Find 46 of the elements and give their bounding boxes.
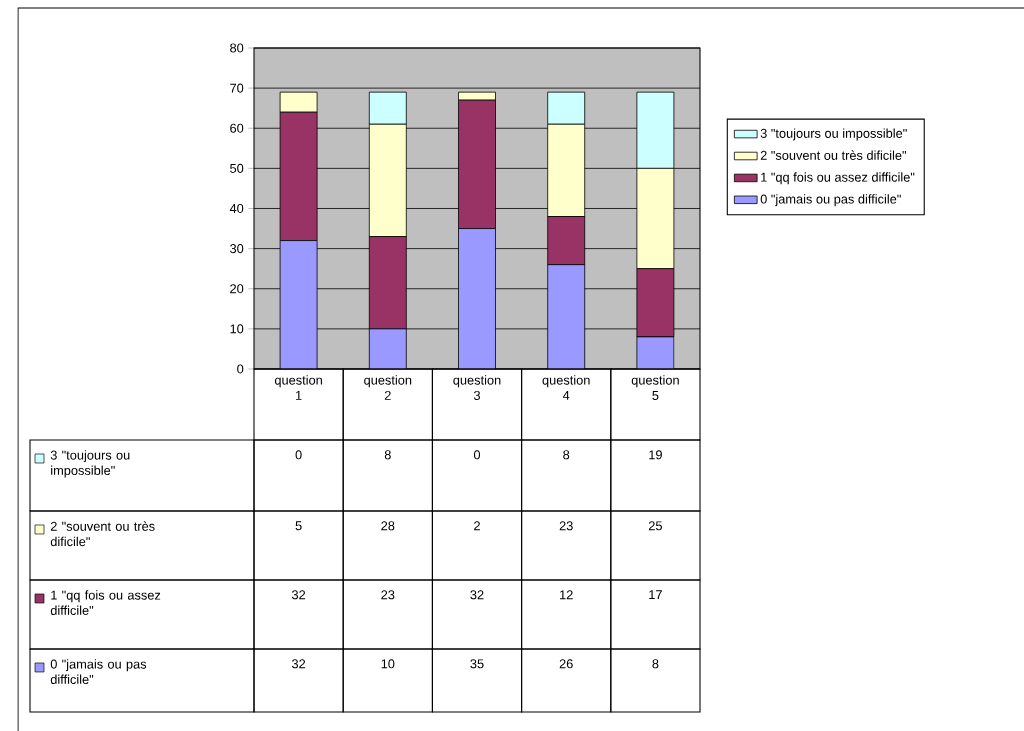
data-label: 25 [648,521,662,531]
data-label: 8 [563,450,570,460]
text: 3 "toujours ou impossible" [50,450,130,478]
y-tick-label: 10 [230,324,244,334]
x-tick-label: question 3 [453,375,501,400]
legend-label: 3 "toujours ou impossible" [760,128,907,141]
data-label: 23 [559,521,573,531]
data-label: 35 [470,659,484,669]
data-label: 12 [560,590,573,600]
legend-label: 0 "jamais ou pas difficile" [760,194,901,207]
bar [547,264,586,369]
data-label: 0 [473,450,481,460]
data-label: 32 [470,590,484,600]
x-tick-label: question 5 [631,375,679,400]
data-label: 2 [474,521,480,531]
data-label: 23 [381,590,395,600]
data-label: 10 [381,659,395,669]
data-label: 0 [295,450,302,460]
y-tick-label: 50 [230,163,244,173]
text: 0 "jamais ou pas difficile" [50,659,147,684]
y-tick-label: 80 [230,43,244,53]
y-tick-label: 70 [230,83,244,93]
bar [279,240,318,369]
bar [458,228,496,369]
data-label: 28 [381,521,395,531]
data-label: 17 [649,590,662,600]
data-label: 19 [649,450,662,460]
data-label: 8 [384,450,391,460]
text: 1 "qq fois ou assez difficile" [50,590,161,615]
bar [368,328,407,369]
y-tick-label: 30 [230,244,244,254]
data-label: 26 [559,659,573,669]
data-label: 5 [295,521,302,531]
y-tick-label: 40 [229,203,244,214]
legend-label: 2 "souvent ou très dificile" [760,150,907,160]
legend-label: 1 "qq fois ou assez difficile" [761,172,915,185]
text: 2 "souvent ou très dificile" [50,521,155,547]
data-label: 8 [652,659,659,669]
data-label: 32 [291,590,306,600]
x-tick-label: question 2 [364,375,412,400]
x-tick-label: question 4 [542,375,590,400]
y-tick-label: 60 [230,123,244,133]
y-tick-label: 20 [230,284,244,294]
y-tick-label: 0 [237,364,244,374]
x-tick-label: question 1 [274,375,322,400]
data-label: 32 [291,659,306,669]
